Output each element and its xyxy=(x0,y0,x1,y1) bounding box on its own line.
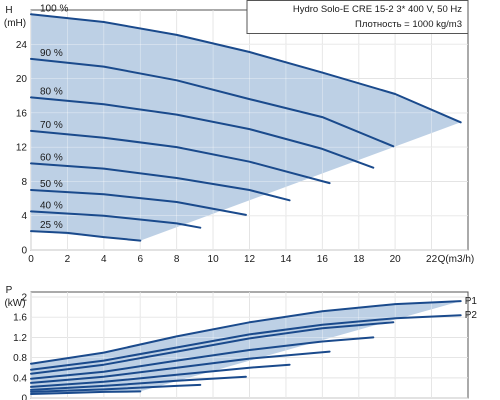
series-label: 80 % xyxy=(40,86,63,97)
y-tick-label: 4 xyxy=(21,211,27,222)
x-axis-label: Q(m3/h) xyxy=(438,254,475,265)
series-label: 40 % xyxy=(40,200,63,211)
series-label: 50 % xyxy=(40,179,63,190)
y-tick-label: 16 xyxy=(16,108,28,119)
series-label: 25 % xyxy=(40,220,63,231)
x-tick-label: 2 xyxy=(65,254,71,265)
head-series-line-0 xyxy=(30,13,462,124)
power-series-line-6 xyxy=(30,375,247,391)
power-series-line-5 xyxy=(30,363,291,388)
power-y-axis-unit: (kW) xyxy=(4,298,25,309)
power-series-line-0 xyxy=(30,300,462,365)
x-tick-label: 20 xyxy=(390,254,402,265)
head-chart: 100 % 90 % 80 % 70 % 60 % 50 % 40 % 25 % 0 4 8 12 16… xyxy=(4,0,475,265)
head-series-line-6 xyxy=(30,210,202,229)
y-tick-label: 0 xyxy=(21,394,27,400)
y-tick-label: 24 xyxy=(16,40,28,51)
series-label: P1 xyxy=(465,296,478,307)
series-label: 100 % xyxy=(40,3,68,14)
power-series-line-2 xyxy=(30,321,395,375)
x-tick-label: 8 xyxy=(174,254,180,265)
head-y-axis-label: H xyxy=(5,5,12,16)
series-label: P2 xyxy=(465,310,478,321)
y-tick-label: 20 xyxy=(16,74,28,85)
power-series-line-1 xyxy=(30,314,462,371)
power-series-line-4 xyxy=(30,350,331,384)
y-tick-label: 12 xyxy=(16,143,28,154)
x-tick-label: 4 xyxy=(101,254,107,265)
info-box-density: Плотность = 1000 kg/m3 xyxy=(355,19,462,30)
series-label: 90 % xyxy=(40,48,63,59)
y-tick-label: 8 xyxy=(21,177,27,188)
y-tick-label: 1.2 xyxy=(13,333,27,344)
y-tick-label: 0.8 xyxy=(13,353,27,364)
head-series-line-7 xyxy=(30,230,142,242)
series-label: 60 % xyxy=(40,152,63,163)
y-tick-label: 1.6 xyxy=(13,313,27,324)
info-box xyxy=(246,0,469,34)
y-tick-label: 0.4 xyxy=(13,373,27,384)
y-tick-label: 2 xyxy=(21,293,27,304)
head-y-axis-unit: (mH) xyxy=(4,18,26,29)
power-chart: P1 P2 0 0.4 0.8 1.2 1.6 2P (kW) xyxy=(4,285,477,400)
power-series-line-8 xyxy=(30,390,142,395)
series-label: 70 % xyxy=(40,120,63,131)
x-tick-label: 16 xyxy=(317,254,329,265)
head-series-line-2 xyxy=(30,96,375,169)
x-tick-label: 22 xyxy=(426,254,438,265)
x-tick-label: 6 xyxy=(137,254,143,265)
x-tick-label: 14 xyxy=(280,254,292,265)
x-tick-label: 0 xyxy=(28,254,34,265)
x-tick-label: 10 xyxy=(208,254,220,265)
head-series-line-5 xyxy=(30,189,247,216)
power-y-axis-label: P xyxy=(6,285,13,296)
x-tick-label: 12 xyxy=(244,254,256,265)
x-tick-label: 18 xyxy=(353,254,365,265)
power-series-line-3 xyxy=(30,336,375,380)
head-series-line-4 xyxy=(30,162,291,202)
head-series-line-1 xyxy=(30,57,395,148)
power-operating-area xyxy=(31,301,461,394)
info-box-title: Hydro Solo-E CRE 15-2 3* 400 V, 50 Hz xyxy=(293,4,462,15)
y-tick-label: 0 xyxy=(21,246,27,257)
power-series-line-7 xyxy=(30,383,202,393)
head-series-line-3 xyxy=(30,129,331,185)
